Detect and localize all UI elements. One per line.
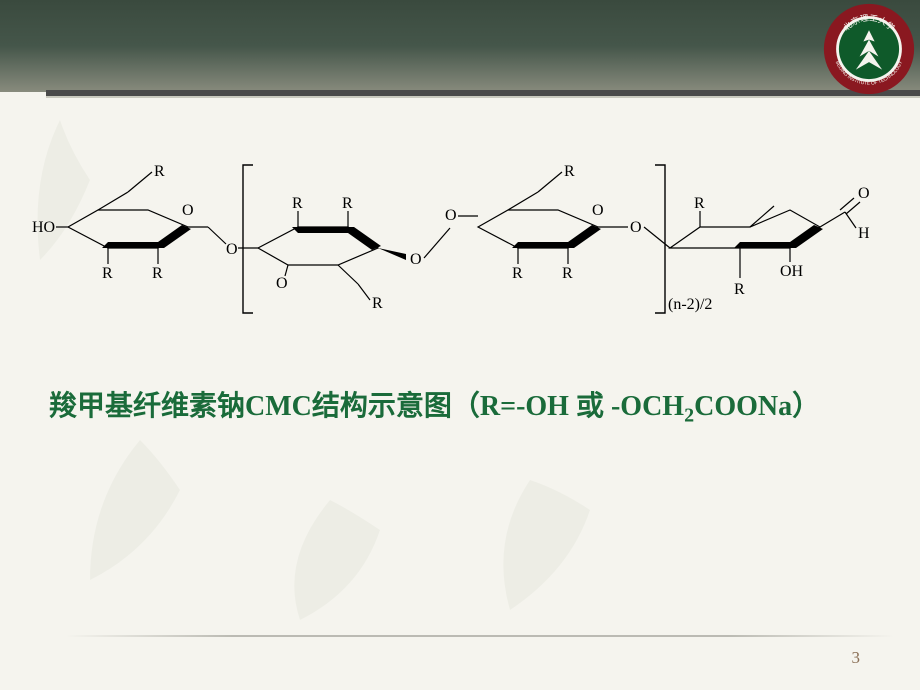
caption-or: 或 (576, 391, 604, 422)
caption-req: R=-OH (480, 391, 576, 422)
figure-caption: 羧甲基纤维素钠CMC结构示意图（R=-OH 或 -OCH2COONa） (49, 384, 879, 428)
svg-text:O: O (630, 219, 642, 236)
svg-text:O: O (445, 207, 457, 224)
svg-text:H: H (858, 225, 870, 242)
svg-text:O: O (858, 185, 870, 202)
footer-rule (66, 635, 894, 637)
svg-text:R: R (562, 265, 573, 282)
svg-text:R: R (372, 295, 383, 312)
svg-text:HO: HO (32, 219, 55, 236)
caption-formula-sub: 2 (684, 405, 694, 427)
university-seal: 北京理工大学 BEIJING INSTITUTE OF TECHNOLOGY (822, 2, 916, 96)
svg-text:O: O (276, 275, 288, 292)
header-rule-shadow (46, 96, 920, 98)
caption-cmc: CMC (245, 391, 312, 422)
svg-text:O: O (226, 241, 238, 258)
caption-cn-suffix: ） (792, 391, 820, 422)
svg-text:O: O (592, 202, 604, 219)
svg-text:R: R (564, 163, 575, 180)
caption-cn-prefix: 羧甲基纤维素钠 (49, 391, 245, 422)
svg-text:R: R (342, 195, 353, 212)
svg-text:R: R (734, 281, 745, 298)
svg-text:(n-2)/2: (n-2)/2 (668, 296, 712, 313)
svg-text:O: O (182, 202, 194, 219)
caption-formula-pre: -OCH (604, 391, 684, 422)
svg-text:R: R (292, 195, 303, 212)
page-number: 3 (852, 648, 861, 668)
svg-text:R: R (694, 195, 705, 212)
svg-text:OH: OH (780, 263, 804, 280)
caption-formula-post: COONa (694, 391, 792, 422)
cmc-structure-diagram: (n-2)/2 O R HO R R (30, 150, 890, 330)
svg-text:R: R (512, 265, 523, 282)
svg-text:R: R (152, 265, 163, 282)
header-gradient (0, 0, 920, 92)
leaf-watermark (0, 0, 920, 690)
svg-text:O: O (410, 251, 422, 268)
svg-text:R: R (154, 163, 165, 180)
caption-cn-mid: 结构示意图（ (312, 391, 480, 422)
svg-text:R: R (102, 265, 113, 282)
